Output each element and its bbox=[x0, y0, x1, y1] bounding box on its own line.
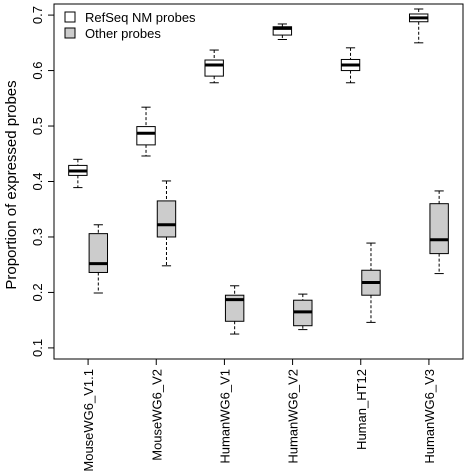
box-refseq bbox=[68, 158, 88, 189]
box-other bbox=[224, 285, 245, 335]
box-other bbox=[361, 242, 381, 323]
box-body bbox=[204, 59, 224, 77]
plot-frame bbox=[53, 3, 464, 360]
x-tick-label: HumanWG6_V2 bbox=[286, 369, 301, 464]
x-axis: MouseWG6_V1.1 MouseWG6_V2 HumanWG6_V1 Human… bbox=[81, 359, 437, 472]
legend-label-refseq: RefSeq NM probes bbox=[85, 10, 196, 25]
box-groups bbox=[68, 8, 449, 335]
box-refseq bbox=[340, 47, 361, 84]
box-refseq bbox=[272, 23, 293, 40]
box-body bbox=[429, 203, 449, 255]
legend: RefSeq NM probes Other probes bbox=[64, 10, 196, 41]
x-tick-label: HumanWG6_V3 bbox=[422, 369, 437, 464]
legend-swatch-other bbox=[64, 27, 76, 39]
x-tick-label: MouseWG6_V2 bbox=[149, 369, 164, 461]
box-refseq bbox=[204, 49, 224, 84]
legend-label-other: Other probes bbox=[85, 26, 161, 41]
y-tick-label: 0.5 bbox=[30, 117, 45, 135]
y-tick-label: 0.6 bbox=[30, 62, 45, 80]
y-tick-label: 0.2 bbox=[30, 283, 45, 301]
legend-swatch-refseq bbox=[64, 11, 76, 23]
y-tick-label: 0.7 bbox=[30, 6, 45, 24]
y-axis: 0.1 0.2 0.3 0.4 0.5 0.6 0.7 bbox=[30, 6, 54, 357]
y-axis-title: Proportion of expressed probes bbox=[3, 80, 20, 289]
box-body bbox=[88, 233, 109, 273]
box-body bbox=[156, 200, 177, 238]
box-other bbox=[293, 293, 313, 331]
x-tick-label: Human_HT12 bbox=[354, 369, 369, 450]
y-tick-label: 0.4 bbox=[30, 172, 45, 190]
x-tick-label: MouseWG6_V1.1 bbox=[81, 369, 96, 472]
y-tick-label: 0.1 bbox=[30, 339, 45, 357]
box-other bbox=[156, 180, 177, 267]
box-body bbox=[136, 126, 156, 146]
box-body bbox=[272, 26, 293, 36]
box-other bbox=[88, 224, 109, 294]
x-tick-label: HumanWG6_V1 bbox=[217, 369, 232, 464]
box-refseq bbox=[408, 8, 429, 44]
box-refseq bbox=[136, 106, 156, 157]
y-tick-label: 0.3 bbox=[30, 228, 45, 246]
box-other bbox=[429, 190, 449, 275]
box-body bbox=[224, 294, 245, 322]
